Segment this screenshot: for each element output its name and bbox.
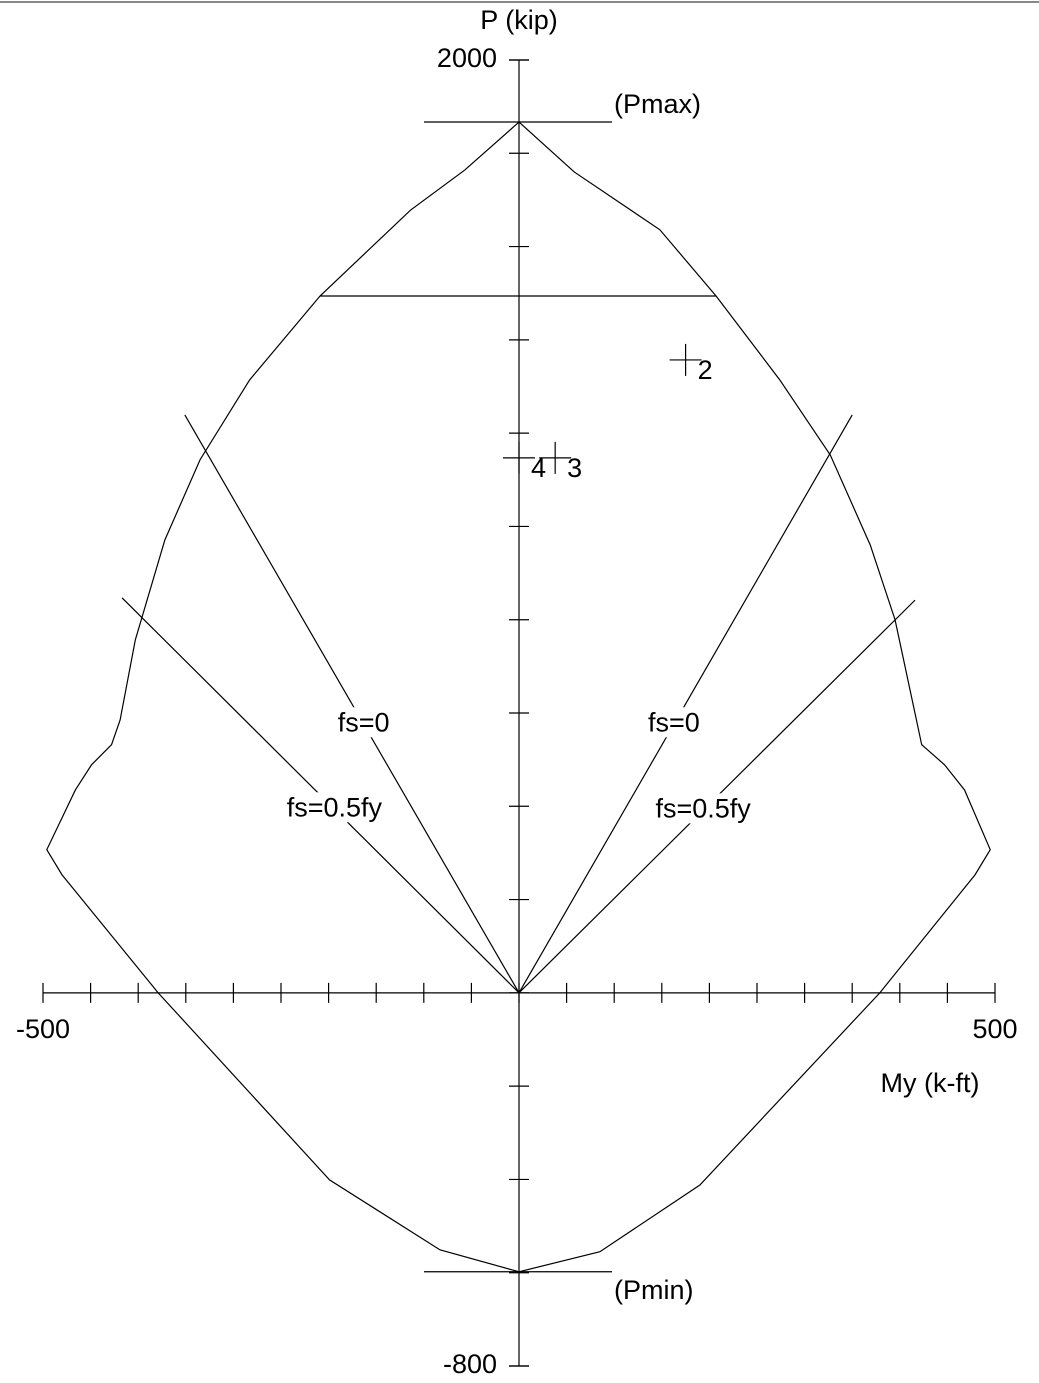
label-background [646,707,702,738]
point-label: 4 [531,453,546,483]
pmax-line-label: (Pmax) [614,89,701,119]
stress-line [518,414,853,994]
stress-line-label: fs=0.5fy [287,792,383,822]
label-background [653,793,754,824]
x-axis-label: My (k-ft) [881,1068,980,1098]
label-background [335,707,392,738]
y-tick-label: -800 [443,1349,497,1379]
stress-line-label: fs=0 [338,707,390,737]
y-axis-label: P (kip) [480,5,558,35]
stress-line-label: fs=0.5fy [655,793,751,823]
x-tick-label: -500 [16,1014,70,1044]
stress-line-label: fs=0 [648,707,700,737]
label-background [284,792,385,823]
x-tick-label: 500 [972,1014,1017,1044]
y-tick-label: 2000 [437,43,497,73]
stress-line [184,414,520,994]
point-label: 3 [567,453,582,483]
point-label: 2 [698,355,713,385]
pmin-line-label: (Pmin) [614,1275,694,1305]
